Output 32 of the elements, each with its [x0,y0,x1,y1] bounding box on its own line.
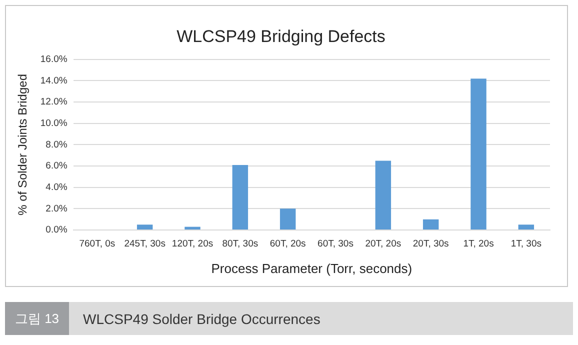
bar [470,78,486,230]
y-tick-label: 4.0% [46,182,68,193]
bar [136,224,153,230]
x-axis-title: Process Parameter (Torr, seconds) [211,260,412,276]
text: WLCSP49 Solder Bridge Occurrences [83,310,320,326]
x-tick-label: 20T, 30s [412,238,450,250]
x-tick-label: 60T, 30s [318,238,354,250]
bar [422,219,439,230]
y-tick-label: 0.0% [46,224,68,236]
x-tick-label: 60T, 20s [270,238,306,250]
x-tick-label: 20T, 20s [365,238,402,250]
chart-title: WLCSP49 Bridging Defects [176,26,386,46]
y-tick-label: 16.0% [40,54,68,66]
y-tick-label: 14.0% [40,75,68,86]
y-tick-label: 8.0% [46,139,68,150]
x-tick-label: 1T, 30s [510,238,542,250]
bar [184,226,200,230]
bar [232,164,248,230]
x-tick-label: 80T, 30s [222,238,258,250]
caption: 그림 13 [5,302,69,335]
bar [280,208,296,230]
x-tick-label: 760T, 0s [79,238,116,250]
bar [518,224,534,230]
y-tick-label: 12.0% [40,96,68,108]
y-tick-label: 2.0% [46,203,68,214]
x-tick-label: 245T, 30s [124,238,166,250]
bar [375,160,392,230]
x-tick-label: 1T, 20s [463,238,494,250]
y-tick-label: 6.0% [46,160,68,172]
x-tick-label: 120T, 20s [172,238,214,250]
y-tick-label: 10.0% [40,118,68,129]
y-axis-title: % of Solder Joints Bridged [16,74,30,216]
